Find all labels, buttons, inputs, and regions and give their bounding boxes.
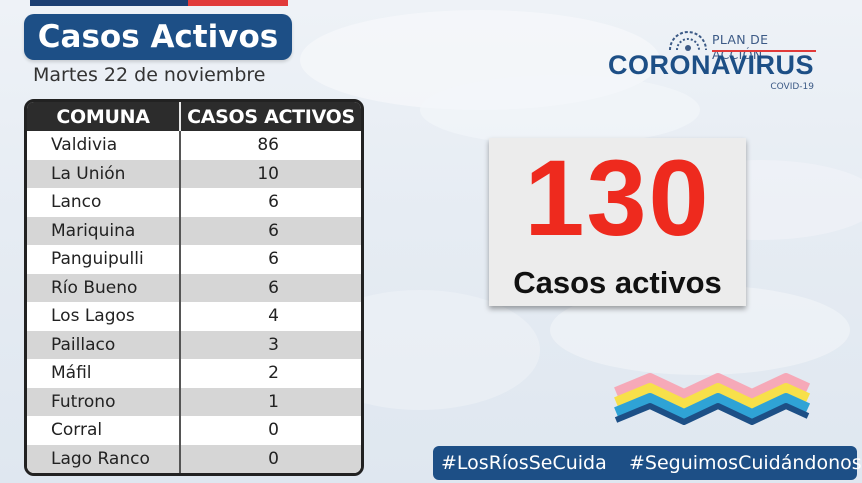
column-header-casos: CASOS ACTIVOS xyxy=(180,102,361,131)
table-row: Paillaco 3 xyxy=(27,330,361,359)
total-cases-label: Casos activos xyxy=(513,265,722,300)
column-header-comuna: COMUNA xyxy=(27,102,181,131)
table-header-row: COMUNA CASOS ACTIVOS xyxy=(27,102,361,131)
casos-cell: 4 xyxy=(180,302,361,331)
table-row: La Unión 10 xyxy=(27,159,361,188)
hashtag-bar: #LosRíosSeCuida #SeguimosCuidándonos xyxy=(433,446,862,480)
table-row: Los Lagos 4 xyxy=(27,302,361,331)
report-date: Martes 22 de noviembre xyxy=(33,64,266,86)
logo-sub-text: COVID-19 xyxy=(770,82,814,92)
casos-cell: 2 xyxy=(180,359,361,388)
table-row: Valdivia 86 xyxy=(27,131,361,160)
table-row: Mariquina 6 xyxy=(27,216,361,245)
comuna-cell: Mariquina xyxy=(27,216,181,245)
top-accent-bar-red xyxy=(188,0,288,6)
total-cases-card: 130 Casos activos xyxy=(489,138,746,306)
total-cases-number: 130 xyxy=(524,137,711,258)
table-row: Lanco 6 xyxy=(27,188,361,217)
table-row: Máfil 2 xyxy=(27,359,361,388)
comuna-cell: Futrono xyxy=(27,387,181,416)
casos-cell: 6 xyxy=(180,216,361,245)
rainbow-wave-icon xyxy=(614,373,811,425)
casos-cell: 1 xyxy=(180,387,361,416)
casos-cell: 0 xyxy=(180,444,361,473)
logo-divider xyxy=(712,50,816,52)
government-seal-icon xyxy=(669,31,707,51)
comuna-cell: La Unión xyxy=(27,159,181,188)
table-row: Río Bueno 6 xyxy=(27,273,361,302)
logo-main-text: CORONAVIRUS xyxy=(608,50,815,80)
table-row: Panguipulli 6 xyxy=(27,245,361,274)
top-accent-bar xyxy=(30,0,288,6)
casos-cell: 0 xyxy=(180,416,361,445)
casos-cell: 6 xyxy=(180,273,361,302)
comuna-cell: Panguipulli xyxy=(27,245,181,274)
hashtag-seguimos: #SeguimosCuidándonos xyxy=(629,452,862,474)
casos-cell: 6 xyxy=(180,245,361,274)
comuna-cell: Máfil xyxy=(27,359,181,388)
casos-cell: 6 xyxy=(180,188,361,217)
page-title: Casos Activos xyxy=(24,14,292,60)
table-row: Lago Ranco 0 xyxy=(27,444,361,473)
table-row: Corral 0 xyxy=(27,416,361,445)
comuna-cell: Río Bueno xyxy=(27,273,181,302)
comuna-cell: Corral xyxy=(27,416,181,445)
coronavirus-plan-logo: PLAN DE ACCIÓN CORONAVIRUS COVID-19 xyxy=(608,28,818,98)
table-row: Futrono 1 xyxy=(27,387,361,416)
comuna-cell: Lanco xyxy=(27,188,181,217)
comuna-cell: Paillaco xyxy=(27,330,181,359)
cases-table: COMUNA CASOS ACTIVOS Valdivia 86 La Unió… xyxy=(24,99,364,476)
comuna-cell: Lago Ranco xyxy=(27,444,181,473)
casos-cell: 3 xyxy=(180,330,361,359)
casos-cell: 86 xyxy=(180,131,361,160)
comuna-cell: Valdivia xyxy=(27,131,181,160)
comuna-cell: Los Lagos xyxy=(27,302,181,331)
hashtag-los-rios: #LosRíosSeCuida xyxy=(441,452,607,474)
casos-cell: 10 xyxy=(180,159,361,188)
